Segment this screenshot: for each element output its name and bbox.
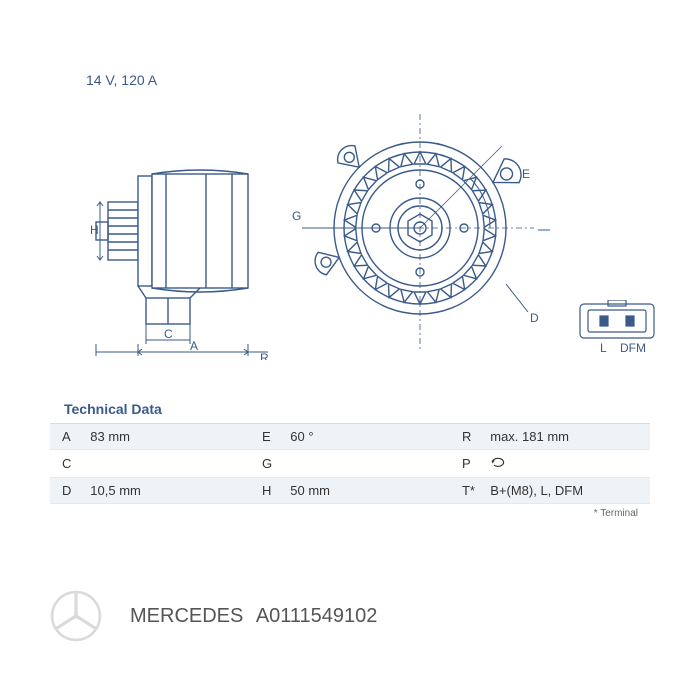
table-row: D 10,5 mm H 50 mm T* B+(M8), L, DFM xyxy=(50,478,650,504)
dim-label-A: A xyxy=(190,339,198,353)
dim-label-H: H xyxy=(90,223,99,237)
part-number: A0111549102 xyxy=(256,605,378,627)
footer: MERCEDES A0111549102 xyxy=(50,590,650,642)
cell-val-rotation xyxy=(478,450,650,478)
dim-label-C: C xyxy=(164,327,173,341)
cell-val: 60 ° xyxy=(278,424,450,450)
mercedes-logo-icon xyxy=(50,590,102,642)
cell-val: B+(M8), L, DFM xyxy=(478,478,650,504)
cell-val: max. 181 mm xyxy=(478,424,650,450)
dim-label-G: G xyxy=(292,209,301,223)
cell-key: C xyxy=(50,450,78,478)
alternator-side-view: H C A R xyxy=(90,130,290,360)
cell-val: 50 mm xyxy=(278,478,450,504)
cell-key: G xyxy=(250,450,278,478)
electrical-spec: 14 V, 120 A xyxy=(86,72,157,88)
connector-pin-0: L xyxy=(600,341,607,355)
cell-val: 83 mm xyxy=(78,424,250,450)
cell-val xyxy=(278,450,450,478)
table-row: A 83 mm E 60 ° R max. 181 mm xyxy=(50,424,650,450)
alternator-front-view: E G D xyxy=(290,100,550,360)
cell-key: D xyxy=(50,478,78,504)
cell-key: E xyxy=(250,424,278,450)
connector-pin-1: DFM xyxy=(620,341,646,355)
tech-data-table: A 83 mm E 60 ° R max. 181 mm C G P D 10,… xyxy=(50,424,650,504)
cell-val: 10,5 mm xyxy=(78,478,250,504)
terminal-footnote: * Terminal xyxy=(50,504,650,519)
cell-key: A xyxy=(50,424,78,450)
tech-data-title: Technical Data xyxy=(50,395,650,424)
cell-key: H xyxy=(250,478,278,504)
table-row: C G P xyxy=(50,450,650,478)
dim-label-E: E xyxy=(522,167,530,181)
dim-label-D: D xyxy=(530,311,539,325)
brand-name: MERCEDES xyxy=(130,605,243,627)
cell-key: T* xyxy=(450,478,478,504)
cell-key: R xyxy=(450,424,478,450)
cell-val xyxy=(78,450,250,478)
dim-label-R: R xyxy=(260,351,269,360)
rotation-ccw-icon xyxy=(490,455,506,469)
technical-data-section: Technical Data A 83 mm E 60 ° R max. 181… xyxy=(50,395,650,519)
diagram-area: H C A R xyxy=(50,100,650,380)
connector-diagram: L DFM xyxy=(570,300,665,360)
cell-key: P xyxy=(450,450,478,478)
